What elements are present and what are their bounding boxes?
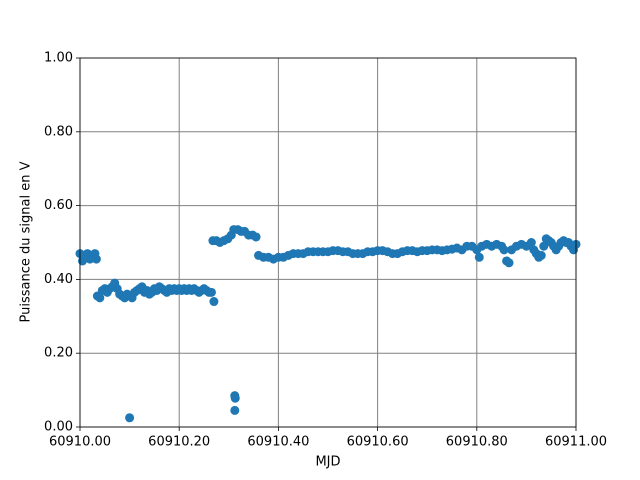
y-tick-label: 1.00 [44,51,73,66]
data-point [499,245,509,255]
axes-frame [79,57,577,428]
x-tick-label: 60910.20 [148,435,210,450]
data-point [526,238,536,247]
x-tick-label: 60910.00 [49,435,111,450]
plot-area [75,57,581,428]
x-axis-label: MJD [315,455,340,470]
x-tick-label: 60911.00 [545,435,607,450]
data-point [209,297,219,307]
x-tick-label: 60910.80 [446,435,508,450]
data-point [504,258,514,268]
data-point [125,413,135,423]
x-tick-label: 60910.40 [247,435,309,450]
y-axis-label: Puissance du signal en V [19,161,34,322]
data-point [95,293,105,303]
data-point [536,250,546,260]
y-tick-label: 0.40 [44,272,73,287]
y-tick-label: 0.60 [44,198,73,213]
data-point [91,254,101,264]
data-point [474,252,484,262]
x-tick-label: 60910.60 [347,435,409,450]
y-tick-label: 0.20 [44,346,73,361]
y-tick-label: 0.00 [44,420,73,435]
y-tick-label: 0.80 [44,124,73,139]
data-point [251,232,261,242]
data-point [230,393,240,403]
data-point [206,287,216,297]
data-point [230,405,240,415]
